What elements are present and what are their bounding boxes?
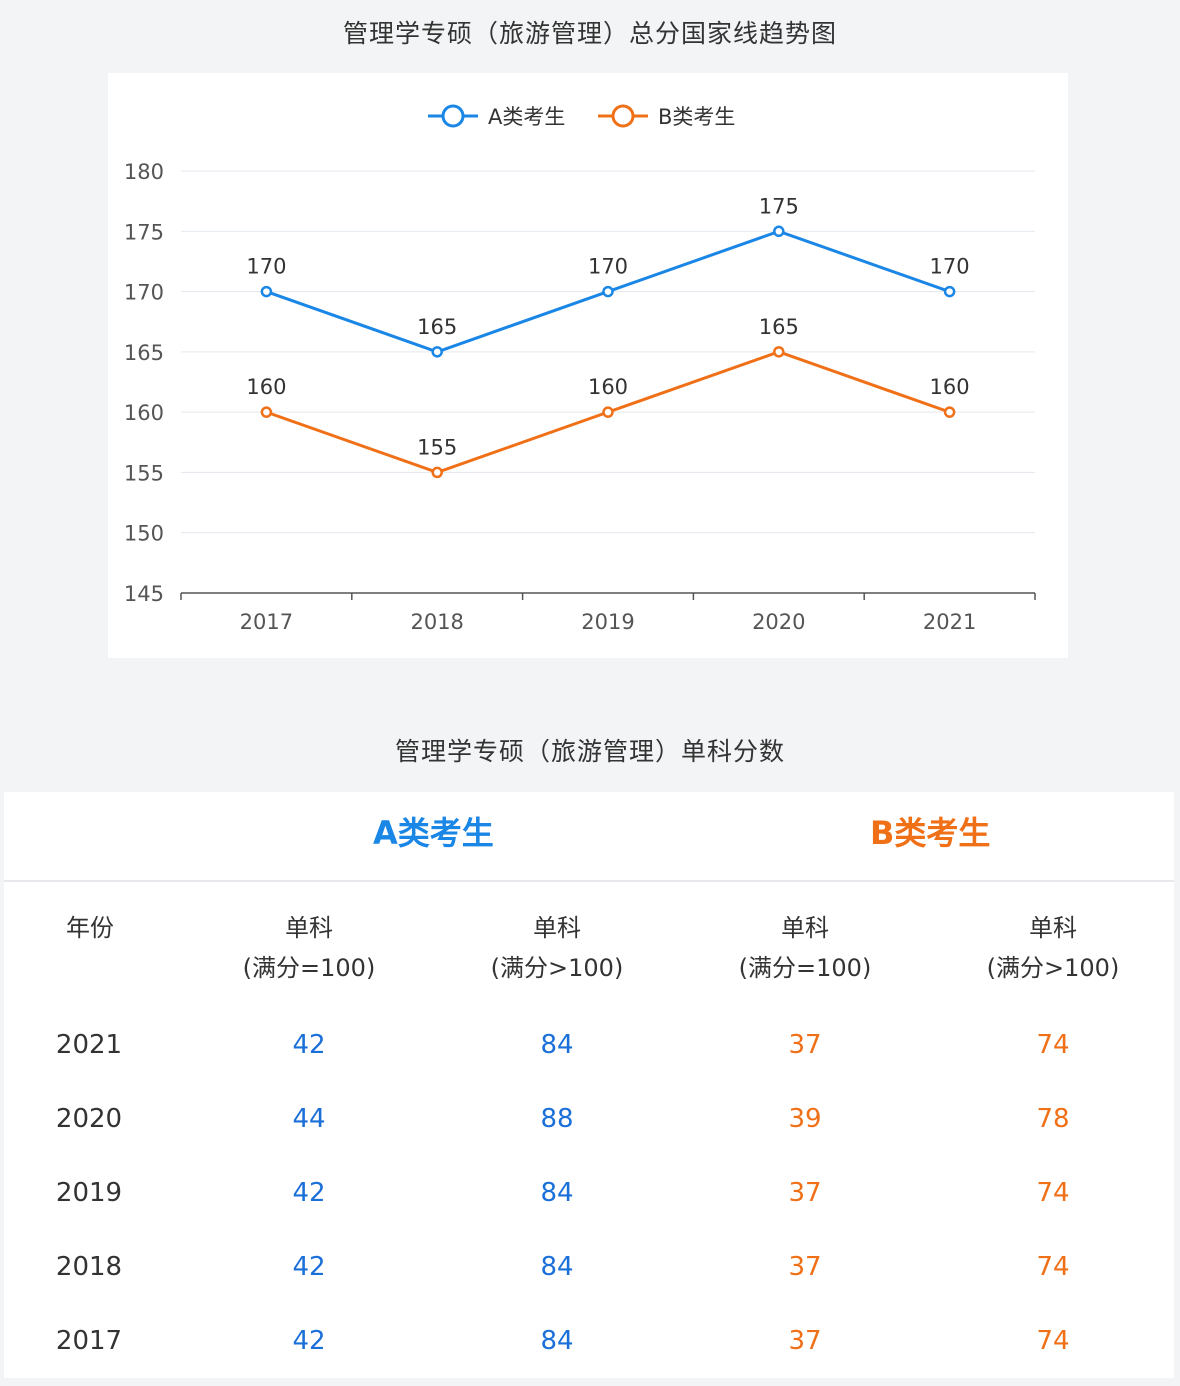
y-tick-label: 155 bbox=[124, 461, 164, 485]
y-tick-label: 180 bbox=[124, 160, 164, 184]
data-point bbox=[431, 466, 443, 479]
group-a-label: A类考生 bbox=[373, 814, 494, 852]
score-table: A类考生 B类考生 年份 单科 (满分=100) 单科 (满分>100) 单科 … bbox=[4, 792, 1174, 1378]
data-point bbox=[260, 285, 273, 298]
cell-b-eq100: 37 bbox=[788, 1030, 822, 1060]
chart-card: 145 150 155 160 165 170 175 180 2017 2018 2019 2020… bbox=[108, 73, 1068, 658]
cell-b-gt100: 74 bbox=[1036, 1030, 1070, 1060]
y-tick-label: 175 bbox=[124, 220, 164, 244]
y-tick-label: 160 bbox=[124, 401, 164, 425]
data-point bbox=[602, 285, 614, 298]
cell-a-eq100: 42 bbox=[292, 1030, 326, 1060]
cell-b-gt100: 74 bbox=[1036, 1178, 1070, 1208]
data-label: 165 bbox=[417, 315, 457, 339]
cell-a-eq100: 44 bbox=[292, 1104, 326, 1134]
data-label: 175 bbox=[759, 194, 799, 218]
data-label: 165 bbox=[759, 315, 799, 339]
col-header-subject: 单科 bbox=[285, 914, 333, 942]
data-label: 170 bbox=[588, 255, 628, 279]
data-point bbox=[431, 346, 443, 358]
cell-a-gt100: 84 bbox=[540, 1030, 574, 1060]
data-point bbox=[943, 285, 956, 298]
cell-year: 2021 bbox=[55, 1030, 123, 1060]
data-point bbox=[943, 406, 956, 418]
data-label: 160 bbox=[930, 375, 970, 399]
cell-a-gt100: 84 bbox=[540, 1252, 574, 1282]
cell-a-eq100: 42 bbox=[292, 1252, 326, 1282]
cell-a-eq100: 42 bbox=[292, 1178, 326, 1208]
col-header-eq100: (满分=100) bbox=[242, 954, 376, 982]
cell-a-gt100: 84 bbox=[540, 1326, 574, 1356]
cell-a-eq100: 42 bbox=[292, 1326, 326, 1356]
col-header-year-text: 年份 bbox=[66, 914, 114, 942]
cell-b-eq100: 39 bbox=[788, 1104, 822, 1134]
col-header-eq100: (满分=100) bbox=[738, 954, 872, 982]
col-header-b-gt100: 单科 (满分>100) bbox=[973, 908, 1133, 988]
cell-b-eq100: 37 bbox=[788, 1252, 822, 1282]
legend-marker bbox=[441, 104, 465, 128]
x-tick-label: 2021 bbox=[923, 610, 976, 634]
cell-year: 2018 bbox=[55, 1252, 123, 1282]
col-header-a-gt100: 单科 (满分>100) bbox=[477, 908, 637, 988]
col-header-b-eq100: 单科 (满分=100) bbox=[725, 908, 885, 988]
y-tick-label: 170 bbox=[124, 281, 164, 305]
data-label: 160 bbox=[246, 375, 286, 399]
col-header-gt100: (满分>100) bbox=[986, 954, 1120, 982]
data-point bbox=[773, 346, 785, 358]
x-tick-label: 2020 bbox=[752, 610, 805, 634]
legend-label: A类考生 bbox=[488, 105, 565, 129]
col-header-subject: 单科 bbox=[1029, 914, 1077, 942]
data-point bbox=[260, 406, 273, 418]
data-label: 155 bbox=[417, 435, 457, 459]
col-header-gt100: (满分>100) bbox=[490, 954, 624, 982]
col-header-subject: 单科 bbox=[781, 914, 829, 942]
cell-year: 2020 bbox=[55, 1104, 123, 1134]
cell-year: 2019 bbox=[55, 1178, 123, 1208]
legend-marker bbox=[611, 104, 635, 128]
x-tick-label: 2017 bbox=[240, 610, 293, 634]
cell-a-gt100: 84 bbox=[540, 1178, 574, 1208]
data-label: 160 bbox=[588, 375, 628, 399]
chart-title: 管理学专硕（旅游管理）总分国家线趋势图 bbox=[342, 19, 837, 48]
data-label: 170 bbox=[246, 255, 286, 279]
data-point bbox=[773, 225, 785, 238]
col-header-year: 年份 bbox=[40, 908, 140, 948]
legend-label: B类考生 bbox=[658, 105, 735, 129]
group-header: A类考生 B类考生 bbox=[4, 792, 1174, 882]
cell-b-eq100: 37 bbox=[788, 1178, 822, 1208]
x-tick-label: 2019 bbox=[581, 610, 634, 634]
group-b-label: B类考生 bbox=[870, 814, 991, 852]
cell-b-gt100: 74 bbox=[1036, 1326, 1070, 1356]
table-title: 管理学专硕（旅游管理）单科分数 bbox=[394, 737, 785, 766]
y-tick-label: 165 bbox=[124, 341, 164, 365]
x-tick-label: 2018 bbox=[410, 610, 463, 634]
y-tick-label: 150 bbox=[124, 522, 164, 546]
data-point bbox=[602, 406, 614, 418]
cell-b-gt100: 78 bbox=[1036, 1104, 1070, 1134]
y-tick-label: 145 bbox=[124, 582, 164, 606]
cell-b-gt100: 74 bbox=[1036, 1252, 1070, 1282]
col-header-subject: 单科 bbox=[533, 914, 581, 942]
line-chart: 145 150 155 160 165 170 175 180 2017 2018 2019 2020… bbox=[124, 104, 1036, 634]
cell-year: 2017 bbox=[55, 1326, 123, 1356]
cell-b-eq100: 37 bbox=[788, 1326, 822, 1356]
col-header-a-eq100: 单科 (满分=100) bbox=[229, 908, 389, 988]
cell-a-gt100: 88 bbox=[540, 1104, 574, 1134]
data-label: 170 bbox=[930, 255, 970, 279]
